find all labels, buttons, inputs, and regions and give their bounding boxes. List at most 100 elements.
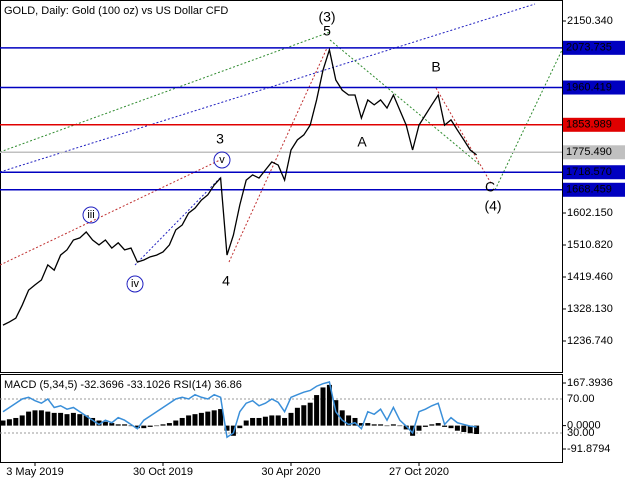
macd-bar — [448, 425, 454, 429]
macd-bar — [461, 425, 467, 432]
x-tick-label: 30 Apr 2020 — [261, 466, 320, 478]
macd-bar — [179, 417, 185, 426]
macd-bar — [96, 420, 102, 426]
macd-bar — [454, 425, 460, 431]
y-tick-label: 1236.740 — [567, 335, 613, 347]
x-tick-label: 27 Oct 2020 — [389, 466, 449, 478]
macd-bar — [141, 425, 147, 429]
macd-bar — [115, 424, 121, 426]
macd-bar — [403, 425, 409, 430]
level-label-box — [563, 80, 625, 95]
macd-bar — [275, 415, 281, 426]
macd-bar — [58, 412, 64, 426]
macd-bar — [371, 424, 377, 426]
macd-bar — [307, 402, 313, 426]
macd-bar — [166, 423, 172, 426]
x-tick-label: 3 May 2019 — [6, 466, 63, 478]
indicator-title: MACD (5,34,5) -32.3696 -33.1026 RSI(14) … — [4, 379, 242, 391]
level-label: 1960.419 — [566, 81, 612, 93]
macd-bar — [51, 412, 57, 426]
macd-bar — [422, 425, 428, 427]
rsi-line — [2, 381, 477, 439]
macd-bar — [90, 417, 96, 426]
wave-line — [494, 49, 563, 191]
macd-bar — [243, 420, 249, 426]
macd-bar — [256, 417, 262, 426]
macd-bar — [301, 405, 307, 426]
macd-bar — [160, 424, 166, 426]
macd-bar — [128, 425, 134, 427]
y-tick-label: 1510.820 — [567, 239, 613, 251]
macd-bar — [19, 415, 25, 426]
macd-bar — [26, 411, 32, 426]
macd-bar — [269, 415, 275, 426]
macd-bar — [38, 410, 44, 426]
macd-bar — [6, 419, 12, 426]
y-tick-label: 1328.130 — [567, 303, 613, 315]
macd-bar — [384, 425, 390, 427]
y-tick-label: 0.0000 — [567, 420, 601, 432]
level-label-box — [563, 165, 625, 180]
sub-frame — [0, 374, 563, 463]
y-tick-label: 1602.150 — [567, 207, 613, 219]
macd-bar — [13, 417, 19, 426]
wave-line — [134, 177, 221, 266]
channel-line — [0, 31, 331, 153]
macd-bar — [365, 423, 371, 426]
macd-bar — [390, 424, 396, 426]
macd-bar — [326, 384, 332, 426]
level-label: 1775.490 — [566, 146, 612, 158]
macd-bar — [282, 417, 288, 426]
level-label-box — [563, 182, 625, 197]
annotation: (4) — [484, 198, 501, 214]
macd-bar — [64, 414, 70, 426]
y-tick-label: 167.3936 — [567, 377, 613, 389]
level-label: 1668.459 — [566, 184, 612, 196]
level-label: 1853.989 — [566, 119, 612, 131]
annotation-circle — [213, 151, 231, 169]
y-tick-label: 1419.460 — [567, 271, 613, 283]
macd-bar — [224, 425, 230, 431]
annotation-circle — [82, 206, 100, 224]
macd-bar — [147, 425, 153, 427]
macd-bar — [122, 424, 128, 426]
macd-bar — [442, 425, 448, 427]
macd-bar — [109, 423, 115, 426]
level-label-box — [563, 117, 625, 132]
macd-bar — [352, 417, 358, 426]
macd-bar — [237, 425, 243, 429]
macd-bar — [358, 423, 364, 426]
macd-bar — [186, 415, 192, 426]
wave-line — [228, 47, 328, 263]
level-label-box — [563, 145, 625, 160]
macd-bar — [397, 425, 403, 427]
macd-bar — [346, 415, 352, 426]
x-tick-label: 30 Oct 2019 — [133, 466, 193, 478]
macd-bar — [339, 410, 345, 426]
level-label: 1718.570 — [566, 166, 612, 178]
annotation: v — [219, 154, 225, 166]
macd-bar — [102, 421, 108, 426]
macd-bar — [435, 423, 441, 426]
macd-bar — [288, 412, 294, 426]
annotation: A — [357, 134, 367, 150]
y-tick-label: -91.8794 — [567, 443, 610, 455]
y-tick-label: 2150.340 — [567, 15, 613, 27]
annotation: 3 — [216, 131, 224, 147]
level-label-box — [563, 40, 625, 55]
macd-bar — [0, 420, 6, 426]
macd-bar — [378, 424, 384, 426]
macd-bar — [192, 414, 198, 426]
annotation: iii — [87, 209, 94, 221]
y2-tick-label: 30.00 — [567, 427, 595, 439]
annotation: iv — [131, 278, 139, 290]
macd-bar — [32, 410, 38, 426]
wave-line — [435, 87, 493, 186]
macd-bar — [211, 410, 217, 426]
macd-bar — [70, 412, 76, 426]
macd-bar — [320, 387, 326, 426]
macd-bar — [45, 411, 51, 426]
macd-bar — [467, 425, 473, 434]
